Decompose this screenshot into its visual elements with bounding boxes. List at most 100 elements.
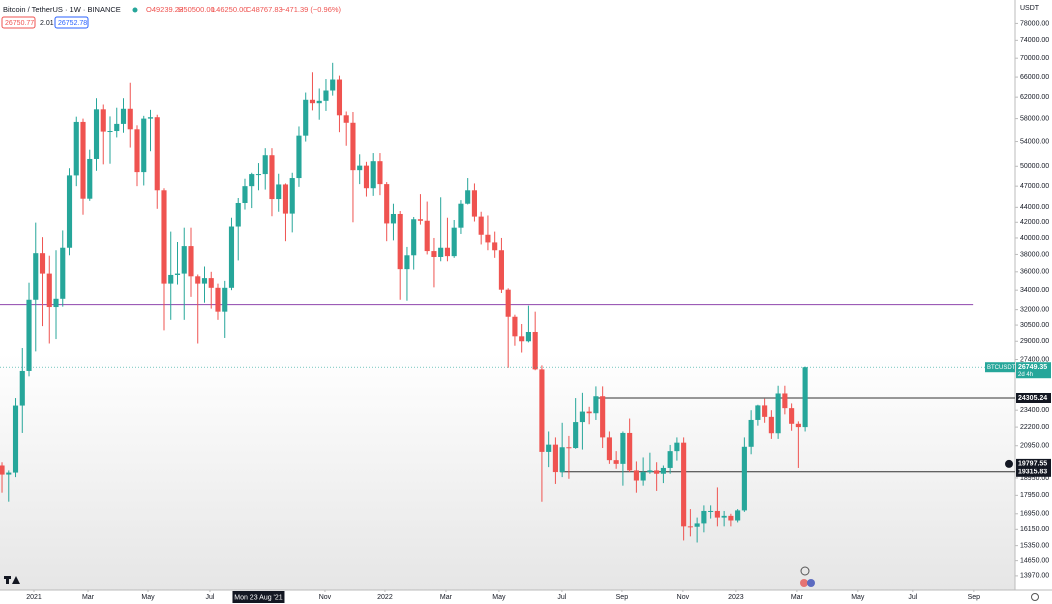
candle-body (444, 247, 451, 257)
candle-body (26, 299, 32, 371)
y-tick-label: 34000.00 (1020, 287, 1049, 294)
current-price-label: 26749.35 (1018, 364, 1047, 371)
y-tick-label: 16150.00 (1020, 526, 1049, 533)
candle-body (228, 226, 235, 288)
candle-body (525, 331, 531, 342)
candle-body (606, 437, 612, 461)
x-tick-label: Mar (440, 594, 453, 601)
countdown-label: 2d 4h (1018, 372, 1033, 378)
candle-body (424, 220, 430, 252)
y-tick-label: 32000.00 (1020, 306, 1049, 313)
tradingview-logo[interactable] (4, 576, 20, 584)
candle-body (485, 234, 491, 243)
candle-body (269, 155, 275, 200)
y-tick-label: 17950.00 (1020, 492, 1049, 499)
candle-body (519, 336, 525, 342)
candle-body (600, 396, 606, 438)
candle-body (357, 165, 363, 171)
event-icon[interactable] (807, 579, 815, 587)
candle-body (134, 129, 140, 173)
x-tick-label: May (141, 594, 155, 601)
candle-body (674, 442, 680, 452)
candle-body (573, 422, 579, 449)
candle-body (350, 122, 356, 171)
y-tick-label: 14650.00 (1020, 557, 1049, 564)
candle-body (768, 416, 774, 434)
candle-body (73, 121, 79, 176)
y-tick-label: 54000.00 (1020, 138, 1049, 145)
x-tick-label: Jul (908, 594, 917, 601)
x-tick-label: 2023 (728, 594, 744, 601)
candle-body (417, 219, 424, 221)
y-tick-label: 47000.00 (1020, 183, 1049, 190)
y-tick-label: 13970.00 (1020, 573, 1049, 580)
candle-body (100, 109, 106, 132)
candle-body (795, 423, 801, 428)
candle-body (471, 190, 477, 217)
y-tick-label: 40000.00 (1020, 235, 1049, 242)
candle-body (728, 515, 734, 521)
sell-button[interactable] (1, 16, 36, 29)
candle-body (147, 117, 154, 119)
event-icon[interactable] (800, 566, 810, 576)
candle-body (330, 79, 336, 91)
buy-price[interactable]: 26752.78 (58, 20, 87, 27)
y-tick-label: 58000.00 (1020, 115, 1049, 122)
candle-body (660, 467, 666, 474)
candle-body (438, 247, 444, 257)
candle-body (458, 203, 464, 228)
candle-body (748, 419, 754, 447)
candle-body (384, 184, 390, 224)
y-tick-label: 15350.00 (1020, 542, 1049, 549)
candle-body (492, 242, 498, 251)
y-tick-label: 66000.00 (1020, 74, 1049, 81)
event-icon[interactable] (800, 579, 808, 587)
settings-button[interactable] (1031, 593, 1039, 601)
y-tick-label: 42000.00 (1020, 219, 1049, 226)
candle-body (222, 287, 228, 312)
candle-body (46, 273, 52, 308)
symbol-tag: BTCUSDT (987, 365, 1016, 371)
sell-price[interactable]: 26750.77 (5, 20, 34, 27)
candle-body (289, 178, 295, 214)
x-tick-label: Nov (677, 594, 690, 601)
crosshair-label: Mon 23 Aug '21 (234, 594, 283, 601)
price-label-box (1016, 392, 1051, 403)
candle-body (714, 510, 720, 518)
candle-body (559, 447, 565, 473)
y-tick-label: 20950.00 (1020, 443, 1049, 450)
price-axis (1015, 0, 1052, 604)
candle-body (654, 470, 660, 474)
candle-body (627, 432, 633, 471)
candle-body (39, 253, 46, 274)
candle-body (168, 274, 174, 284)
candle-body (66, 175, 73, 248)
y-tick-label: 23400.00 (1020, 407, 1049, 414)
price-label: 24305.24 (1018, 395, 1047, 402)
candle-body (498, 250, 504, 290)
y-tick-label: 78000.00 (1020, 20, 1049, 27)
candle-body (60, 247, 66, 299)
candle-body (667, 451, 673, 468)
price-label-box (1016, 466, 1051, 477)
candle-body (141, 118, 147, 173)
x-tick-label: Nov (319, 594, 332, 601)
candle-body (620, 432, 626, 464)
ohlc-low: L46250.00 (212, 5, 247, 14)
candle-body (633, 470, 639, 481)
candle-body (613, 460, 619, 464)
candle-body (87, 158, 93, 199)
symbol-title: Bitcoin / TetherUS · 1W · BINANCE (3, 5, 121, 14)
buy-button[interactable] (54, 16, 89, 29)
price-marker-label: 19797.55 (1018, 461, 1047, 468)
candle-body (465, 190, 471, 204)
candle-body (53, 298, 59, 308)
currency-label[interactable]: USDT (1020, 5, 1040, 12)
candle-body (735, 510, 741, 521)
candle-body (188, 246, 194, 277)
candle-body (174, 273, 181, 275)
candle-body (404, 255, 410, 270)
candle-body (323, 90, 329, 101)
candle-body (687, 526, 693, 528)
